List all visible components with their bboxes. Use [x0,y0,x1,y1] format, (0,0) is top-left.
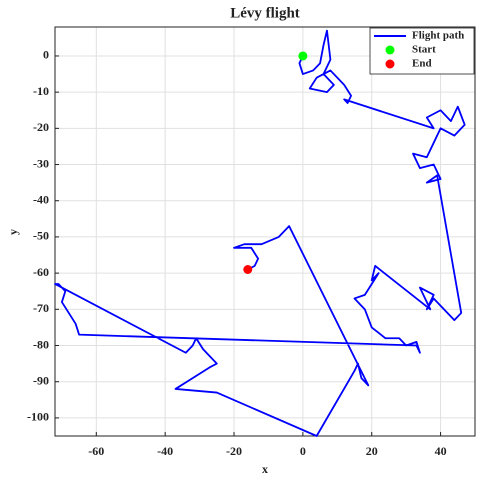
y-tick-label: -20 [33,120,49,134]
y-tick-label: -80 [33,337,49,351]
y-tick-label: -90 [33,373,49,387]
marker [298,51,308,61]
x-axis-label: x [262,462,268,476]
y-tick-label: -10 [33,84,49,98]
x-tick-label: -20 [226,444,242,458]
x-tick-label: 20 [366,444,378,458]
y-tick-label: -40 [33,192,49,206]
legend-label: Flight path [412,30,464,42]
y-tick-label: -60 [33,265,49,279]
chart-title: Lévy flight [230,5,300,21]
plot-frame [54,26,476,437]
x-tick-label: -60 [88,444,104,458]
y-tick-label: -100 [27,410,49,424]
x-tick-label: 40 [435,444,447,458]
x-tick-label: -40 [157,444,173,458]
legend-label: Start [412,44,436,56]
marker [243,265,253,275]
y-axis-label: y [6,229,20,235]
y-tick-label: -30 [33,156,49,170]
y-tick-label: -50 [33,229,49,243]
legend-label: End [412,58,432,70]
y-tick-label: 0 [43,48,49,62]
x-tick-label: 0 [300,444,306,458]
legend-swatch [385,45,395,55]
legend-swatch [385,59,395,69]
y-tick-label: -70 [33,301,49,315]
flight-path [54,29,466,437]
